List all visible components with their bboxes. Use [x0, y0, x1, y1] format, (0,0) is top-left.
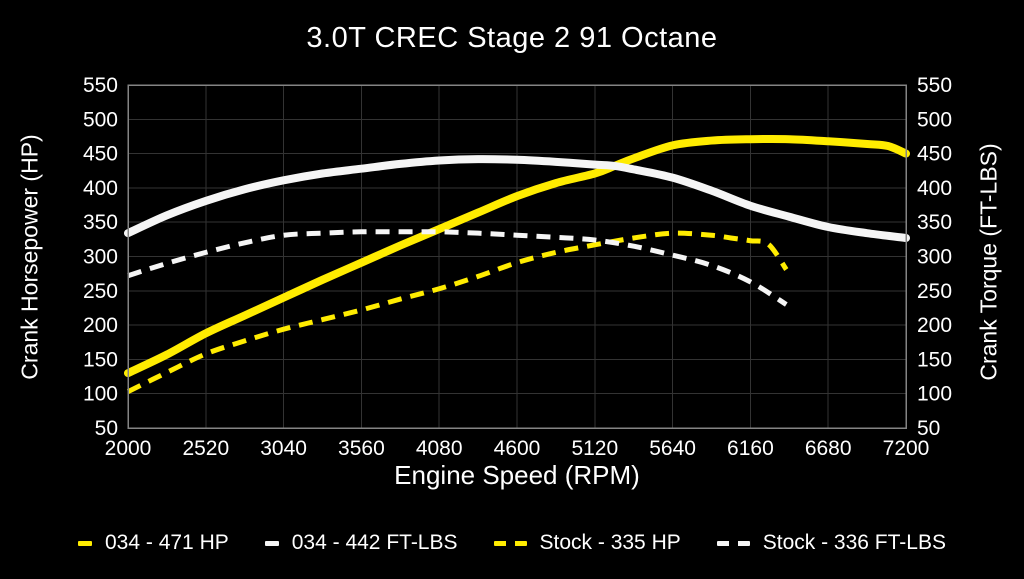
series-line-stock-335-hp [126, 230, 789, 394]
tick-label: 500 [83, 108, 118, 131]
tick-label: 550 [917, 74, 952, 97]
tick-label: 5640 [649, 437, 696, 460]
legend-item-stock-hp: Stock - 335 HP [493, 531, 681, 555]
chart-title: 3.0T CREC Stage 2 91 Octane [306, 22, 718, 54]
tick-label: 200 [917, 314, 952, 337]
legend-item-034-hp: 034 - 471 HP [78, 531, 229, 555]
legend-label: 034 - 471 HP [105, 531, 229, 554]
tick-label: 7200 [883, 437, 930, 460]
legend-label: Stock - 335 HP [539, 531, 681, 554]
tick-label: 300 [83, 246, 118, 269]
tick-label: 150 [917, 348, 952, 371]
legend: 034 - 471 HP 034 - 442 FT-LBS Stock - 33… [0, 531, 1024, 555]
series-line-034-442-ft-lbs [124, 155, 910, 242]
tick-label: 450 [83, 143, 118, 166]
tick-label: 2520 [182, 437, 229, 460]
tick-label: 6160 [727, 437, 774, 460]
tick-label: 450 [917, 143, 952, 166]
legend-label: 034 - 442 FT-LBS [291, 531, 458, 554]
tick-label: 500 [917, 108, 952, 131]
plot-area: 50 50 100 100 150 150 200 200 250 250 300 300 350 350… [83, 74, 952, 460]
tick-label: 6680 [805, 437, 852, 460]
tick-label: 50 [917, 417, 940, 440]
tick-label: 50 [95, 417, 118, 440]
legend-item-stock-tq: Stock - 336 FT-LBS [716, 531, 946, 555]
legend-marker-solid-white-icon [264, 540, 279, 546]
tick-label: 4600 [494, 437, 541, 460]
legend-marker-dashed-white-icon [716, 540, 750, 546]
tick-label: 5120 [571, 437, 618, 460]
x-axis-title: Engine Speed (RPM) [394, 460, 640, 490]
tick-label: 3040 [260, 437, 307, 460]
tick-label: 350 [917, 211, 952, 234]
tick-label: 100 [917, 383, 952, 406]
tick-label: 250 [83, 280, 118, 303]
series-line-stock-336-ft-lbs [127, 229, 788, 307]
tick-label: 2000 [105, 437, 152, 460]
tick-label: 200 [83, 314, 118, 337]
legend-item-034-tq: 034 - 442 FT-LBS [264, 531, 458, 555]
tick-labels: 50 50 100 100 150 150 200 200 250 250 300 300 350 350… [83, 74, 952, 460]
legend-marker-dashed-yellow-icon [493, 540, 527, 546]
legend-label: Stock - 336 FT-LBS [762, 531, 946, 554]
series-line-034-471-hp [124, 134, 910, 378]
tick-label: 3560 [338, 437, 385, 460]
tick-label: 400 [83, 177, 118, 200]
tick-label: 100 [83, 383, 118, 406]
tick-label: 350 [83, 211, 118, 234]
tick-label: 550 [83, 74, 118, 97]
plot-border [127, 84, 907, 429]
tick-label: 300 [917, 246, 952, 269]
tick-label: 4080 [416, 437, 463, 460]
tick-label: 400 [917, 177, 952, 200]
tick-label: 250 [917, 280, 952, 303]
legend-marker-solid-yellow-icon [78, 540, 92, 546]
tick-label: 150 [83, 348, 118, 371]
